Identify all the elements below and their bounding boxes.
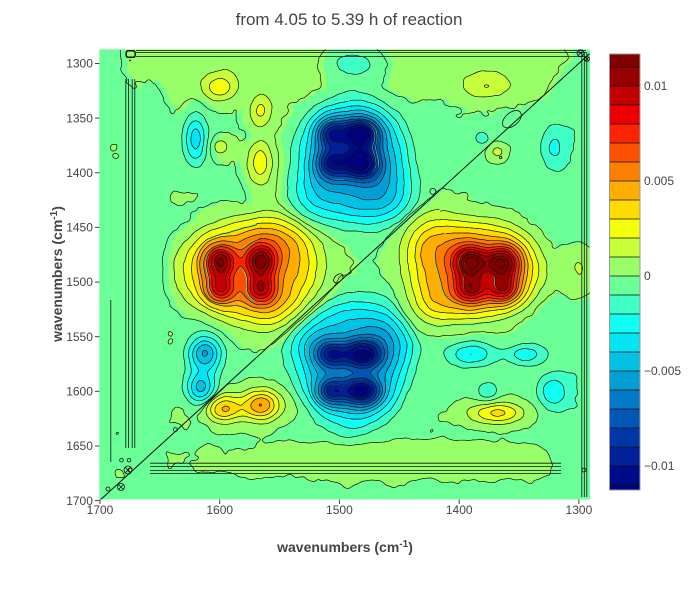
svg-text:from 4.05 to 5.39 h of reactio: from 4.05 to 5.39 h of reaction — [236, 10, 463, 29]
svg-text:1350: 1350 — [66, 111, 93, 125]
svg-text:0.005: 0.005 — [644, 174, 674, 188]
svg-text:1400: 1400 — [446, 503, 473, 517]
svg-text:−0.01: −0.01 — [644, 459, 675, 473]
svg-text:wavenumbers (cm-1): wavenumbers (cm-1) — [276, 539, 413, 555]
svg-text:1700: 1700 — [66, 494, 93, 508]
svg-text:−0.005: −0.005 — [644, 364, 681, 378]
svg-text:1300: 1300 — [66, 57, 93, 71]
svg-text:1700: 1700 — [87, 503, 114, 517]
svg-text:1400: 1400 — [66, 166, 93, 180]
svg-text:1600: 1600 — [206, 503, 233, 517]
svg-text:1650: 1650 — [66, 439, 93, 453]
svg-text:1550: 1550 — [66, 330, 93, 344]
svg-text:1450: 1450 — [66, 221, 93, 235]
svg-text:0: 0 — [644, 269, 651, 283]
svg-text:0.01: 0.01 — [644, 79, 668, 93]
svg-text:1300: 1300 — [566, 503, 593, 517]
svg-text:1500: 1500 — [326, 503, 353, 517]
svg-text:1500: 1500 — [66, 275, 93, 289]
svg-text:wavenumbers (cm-1): wavenumbers (cm-1) — [49, 206, 65, 343]
svg-text:1600: 1600 — [66, 385, 93, 399]
